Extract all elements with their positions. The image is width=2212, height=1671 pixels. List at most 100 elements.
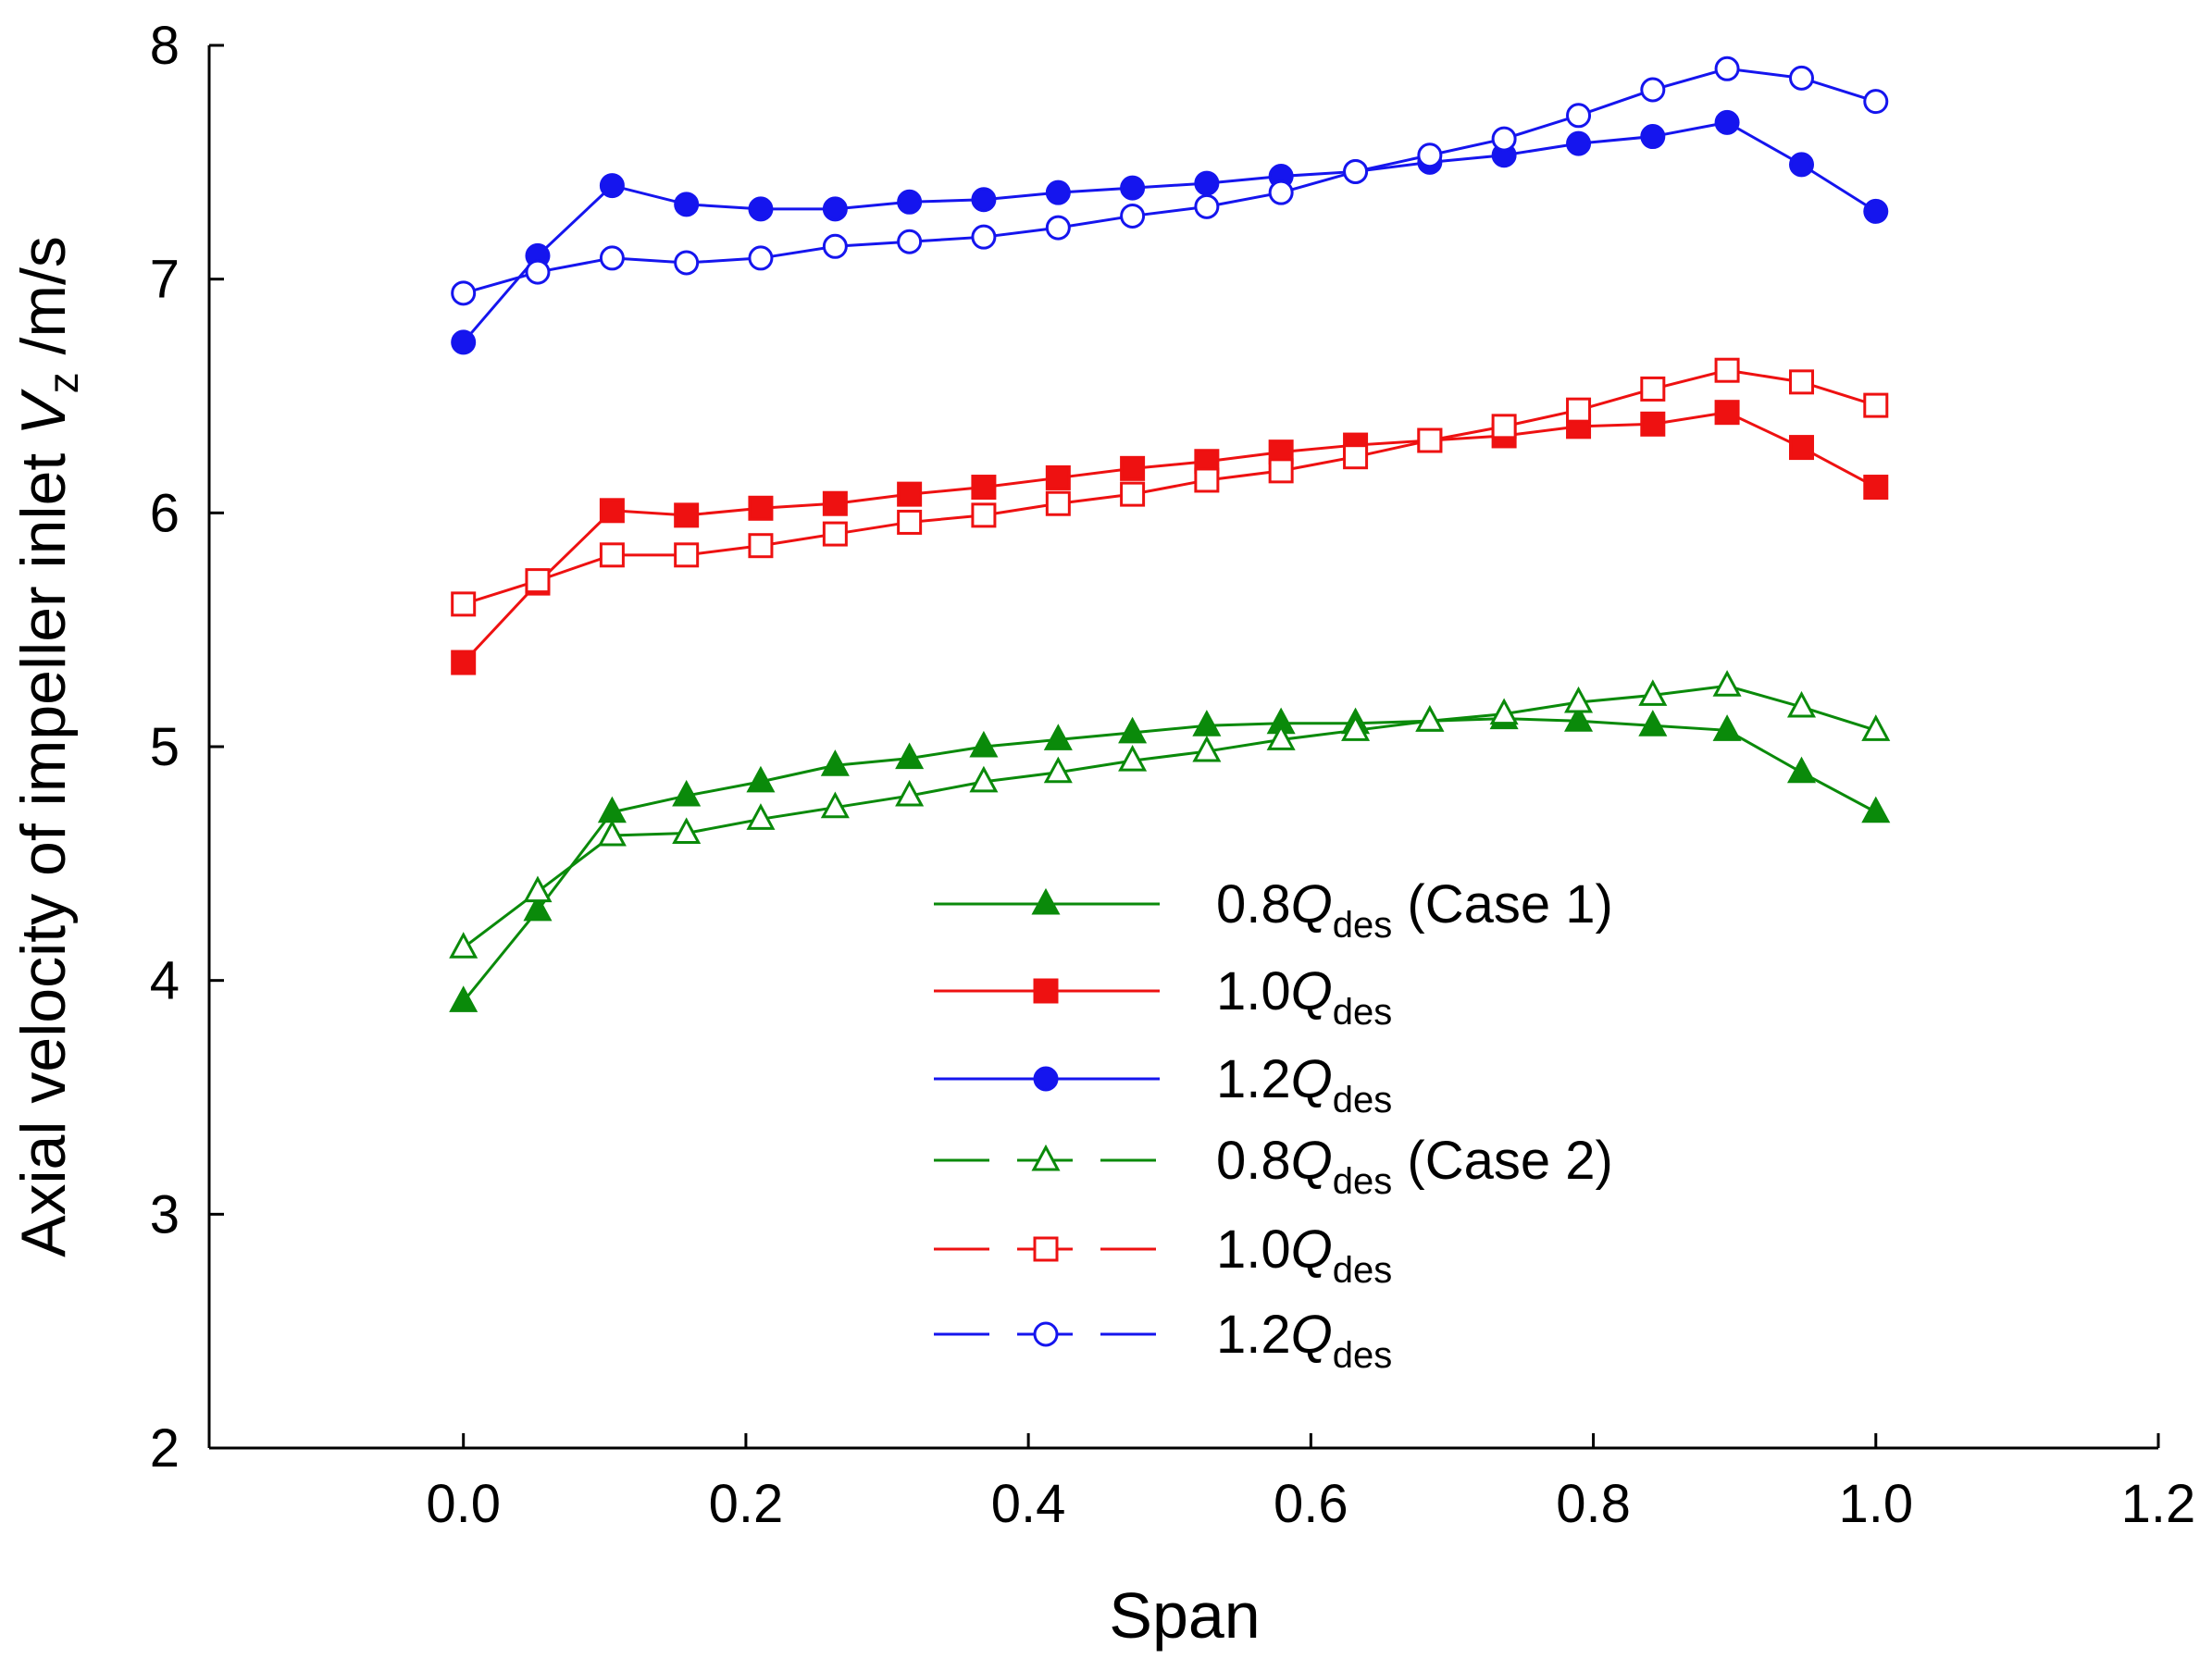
- data-point: [674, 502, 700, 528]
- data-point: [449, 985, 478, 1012]
- data-point: [971, 502, 997, 528]
- series-line: [463, 368, 1877, 606]
- data-point: [451, 280, 477, 306]
- x-tick-label: 0.2: [709, 1474, 784, 1534]
- data-point: [1120, 175, 1146, 201]
- legend-marker: [1033, 978, 1059, 1004]
- data-point: [822, 521, 848, 547]
- data-point: [1564, 686, 1594, 713]
- data-point: [971, 187, 997, 213]
- data-point: [1789, 369, 1815, 395]
- data-point: [1638, 679, 1668, 706]
- data-point: [1120, 481, 1146, 507]
- data-point: [971, 475, 997, 501]
- legend-sub: des: [1333, 992, 1393, 1033]
- x-tick-label: 0.8: [1556, 1474, 1631, 1534]
- data-point: [1118, 716, 1148, 744]
- y-tick-label: 5: [150, 717, 180, 777]
- data-point: [451, 329, 477, 355]
- data-point: [1714, 400, 1740, 426]
- data-point: [822, 196, 848, 222]
- legend-q: Q: [1291, 874, 1333, 935]
- data-point: [1043, 756, 1073, 784]
- data-point: [1786, 756, 1817, 784]
- data-point: [1566, 103, 1592, 129]
- data-point: [1789, 65, 1815, 91]
- legend-number: 0.8: [1216, 1131, 1291, 1191]
- x-tick-label: 1.2: [2121, 1474, 2196, 1534]
- legend-q: Q: [1291, 961, 1333, 1021]
- data-point: [746, 765, 776, 793]
- data-point: [897, 509, 923, 535]
- data-point: [1489, 698, 1519, 725]
- data-point: [748, 245, 774, 271]
- data-point: [599, 173, 625, 199]
- series-line: [462, 717, 1877, 1003]
- data-point: [1640, 411, 1666, 437]
- x-axis-label: Span: [1109, 1579, 1260, 1652]
- legend-marker: [1031, 887, 1061, 915]
- data-point: [1712, 714, 1742, 741]
- legend-number: 0.8: [1216, 874, 1291, 935]
- data-point: [1861, 796, 1891, 823]
- data-point: [1789, 435, 1815, 461]
- legend-sub: des: [1333, 1335, 1393, 1376]
- data-point: [820, 791, 850, 819]
- data-point: [1491, 126, 1517, 152]
- series-1: [449, 702, 1891, 1012]
- data-point: [1638, 710, 1668, 736]
- y-tick-label: 4: [150, 951, 180, 1011]
- legend-sub: des: [1333, 1250, 1393, 1291]
- data-point: [1417, 142, 1443, 168]
- legend-marker: [1031, 1144, 1061, 1171]
- data-point: [1640, 124, 1666, 150]
- data-point: [1266, 724, 1296, 750]
- legend-q: Q: [1291, 1305, 1333, 1365]
- series-2: [451, 400, 1889, 675]
- data-point: [672, 779, 702, 807]
- data-point: [449, 932, 478, 959]
- data-point: [1045, 179, 1071, 205]
- data-point: [1491, 414, 1517, 439]
- data-point: [1564, 705, 1594, 732]
- data-point: [1789, 152, 1815, 178]
- data-point: [1863, 392, 1889, 418]
- data-point: [1343, 444, 1369, 470]
- data-point: [1714, 56, 1740, 81]
- data-point: [1045, 464, 1071, 490]
- data-point: [820, 749, 850, 776]
- data-point: [895, 779, 925, 807]
- data-point: [822, 490, 848, 516]
- data-point: [672, 817, 702, 844]
- legend-item: 0.8Qdes (Case 1): [934, 874, 1613, 946]
- data-point: [822, 233, 848, 259]
- series-5: [451, 357, 1889, 617]
- data-point: [1192, 735, 1222, 762]
- data-point: [1714, 357, 1740, 383]
- series-line: [462, 120, 1877, 343]
- legend-number: 1.0: [1216, 1219, 1291, 1280]
- data-point: [969, 730, 999, 758]
- legend-number: 1.2: [1216, 1049, 1291, 1109]
- y-tick-label: 2: [150, 1418, 180, 1479]
- legend-suffix: (Case 2): [1392, 1131, 1613, 1191]
- data-point: [1566, 397, 1592, 423]
- data-point: [971, 224, 997, 250]
- data-point: [599, 245, 625, 271]
- data-point: [1341, 714, 1371, 741]
- data-point: [897, 189, 923, 215]
- data-point: [1640, 376, 1666, 402]
- data-point: [1640, 77, 1666, 103]
- legend-number: 1.2: [1216, 1305, 1291, 1365]
- data-point: [969, 765, 999, 793]
- series-line: [462, 684, 1877, 949]
- data-point: [1268, 179, 1294, 205]
- data-point: [674, 192, 700, 217]
- legend-suffix: (Case 1): [1392, 874, 1613, 935]
- x-tick-label: 0.6: [1274, 1474, 1348, 1534]
- data-point: [1863, 475, 1889, 501]
- data-point: [1714, 109, 1740, 135]
- data-point: [1863, 198, 1889, 224]
- data-point: [523, 894, 553, 922]
